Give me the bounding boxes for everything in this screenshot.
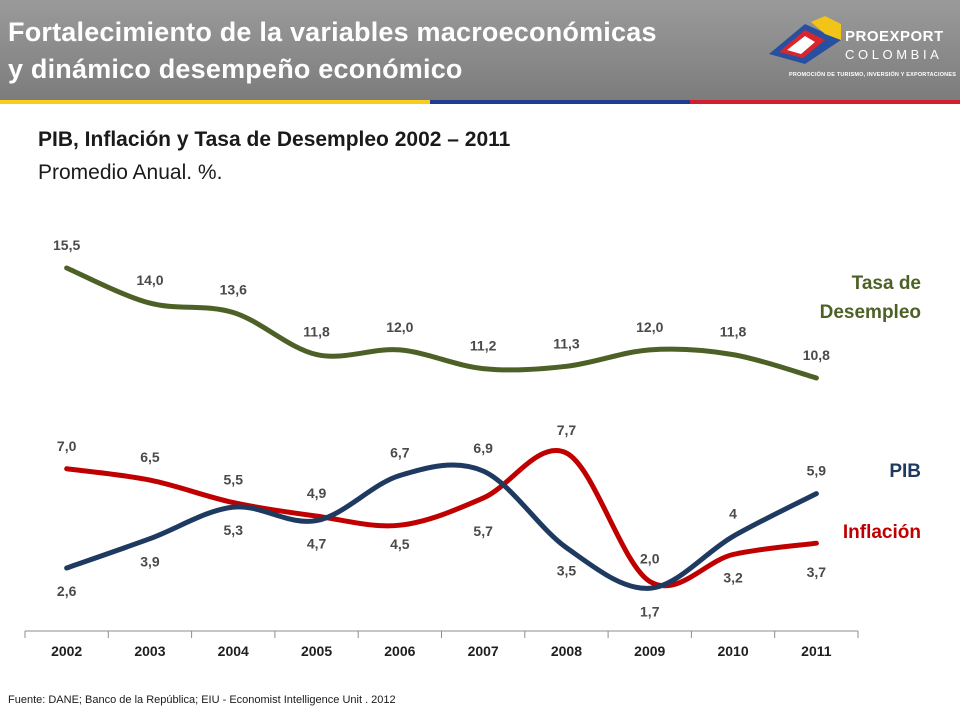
unemployment-label-2003: 14,0	[136, 272, 163, 288]
gdp-label-2010: 4	[729, 505, 737, 521]
inflation-label-2008: 7,7	[557, 422, 577, 438]
slide-title: Fortalecimiento de la variables macroeco…	[8, 14, 657, 88]
x-tick-label-2006: 2006	[384, 643, 415, 659]
x-tick-label-2005: 2005	[301, 643, 332, 659]
gdp-label-2004: 5,3	[224, 522, 244, 538]
inflation-label-2002: 7,0	[57, 438, 77, 454]
unemployment-point-2004	[231, 310, 235, 314]
header-stripe-yellow	[0, 100, 430, 104]
gdp-label-2008: 3,5	[557, 563, 577, 579]
gdp-point-2007	[481, 469, 485, 473]
gdp-point-2010	[731, 534, 735, 538]
gdp-label-2003: 3,9	[140, 554, 160, 570]
unemployment-point-2011	[814, 376, 818, 380]
unemployment-point-2003	[148, 301, 152, 305]
x-tick-label-2009: 2009	[634, 643, 665, 659]
unemployment-point-2009	[648, 348, 652, 352]
inflation-label-2009: 2,0	[640, 551, 660, 567]
inflation-label-2010: 3,2	[723, 570, 743, 586]
inflation-label-2006: 4,5	[390, 536, 410, 552]
inflation-point-2008	[564, 451, 568, 455]
unemployment-label-2009: 12,0	[636, 319, 663, 335]
gdp-label-2007: 6,9	[473, 440, 493, 456]
inflation-point-2010	[731, 552, 735, 556]
x-tick-label-2004: 2004	[218, 643, 249, 659]
unemployment-point-2010	[731, 353, 735, 357]
inflation-point-2007	[481, 496, 485, 500]
unemployment-label-2007: 11,2	[470, 338, 497, 354]
slide-title-line-1: Fortalecimiento de la variables macroeco…	[8, 17, 657, 47]
inflation-point-2002	[65, 467, 69, 471]
x-tick-label-2007: 2007	[468, 643, 499, 659]
slide-header: Fortalecimiento de la variables macroeco…	[0, 0, 960, 100]
unemployment-line	[64, 265, 819, 381]
unemployment-label-2004: 13,6	[220, 282, 247, 298]
unemployment-label-2006: 12,0	[386, 319, 413, 335]
unemployment-point-2008	[564, 364, 568, 368]
gdp-label-2006: 6,7	[390, 445, 410, 461]
x-tick-label-2003: 2003	[134, 643, 165, 659]
gdp-point-2002	[65, 566, 69, 570]
unemployment-label-2002: 15,5	[53, 237, 80, 253]
unemployment-point-2007	[481, 367, 485, 371]
source-note: Fuente: DANE; Banco de la República; EIU…	[8, 694, 396, 706]
gdp-line	[64, 462, 819, 591]
gdp-point-2005	[315, 519, 319, 523]
unemployment-label-2010: 11,8	[720, 324, 747, 340]
chart-subtitle: Promedio Anual. %.	[38, 161, 223, 184]
logo-name: PROEXPORT	[845, 28, 944, 45]
inflation-label-2007: 5,7	[473, 523, 493, 539]
slide-title-line-2: y dinámico desempeño económico	[8, 54, 463, 84]
unemployment-label-2008: 11,3	[553, 335, 580, 351]
inflation-line	[64, 448, 819, 589]
inflation-point-2006	[398, 523, 402, 527]
unemployment-point-2002	[65, 266, 69, 270]
proexport-logo: PROEXPORT COLOMBIA PROMOCIÓN DE TURISMO,…	[765, 14, 957, 94]
x-tick-label-2008: 2008	[551, 643, 582, 659]
x-tick-label-2011: 2011	[801, 643, 832, 659]
logo-tagline: PROMOCIÓN DE TURISMO, INVERSIÓN Y EXPORT…	[789, 72, 957, 78]
x-tick-label-2002: 2002	[51, 643, 82, 659]
gdp-label-2005: 4,7	[307, 536, 327, 552]
gdp-label-2002: 2,6	[57, 583, 77, 599]
inflation-point-2005	[315, 514, 319, 518]
gdp-point-2004	[231, 505, 235, 509]
logo-country: COLOMBIA	[845, 47, 943, 62]
chart-title: PIB, Inflación y Tasa de Desempleo 2002 …	[38, 128, 511, 151]
inflation-point-2009	[648, 580, 652, 584]
inflation-point-2011	[814, 541, 818, 545]
legend-unemployment-line-1: Tasa de	[852, 273, 921, 294]
gdp-point-2006	[398, 474, 402, 478]
unemployment-label-2011: 10,8	[803, 347, 830, 363]
logo-house-icon	[769, 16, 841, 64]
x-tick-label-2010: 2010	[717, 643, 748, 659]
gdp-point-2008	[564, 546, 568, 550]
legend-gdp: PIB	[889, 461, 921, 482]
gdp-point-2009	[648, 586, 652, 590]
unemployment-label-2005: 11,8	[303, 324, 330, 340]
inflation-point-2004	[231, 501, 235, 505]
header-stripe-blue	[430, 100, 690, 104]
inflation-label-2003: 6,5	[140, 449, 160, 465]
header-stripe-red	[690, 100, 960, 104]
inflation-label-2011: 3,7	[807, 564, 827, 580]
gdp-label-2011: 5,9	[807, 463, 827, 479]
inflation-label-2004: 5,5	[224, 472, 244, 488]
unemployment-point-2005	[315, 353, 319, 357]
inflation-point-2003	[148, 478, 152, 482]
legend-unemployment-line-2: Desempleo	[820, 302, 921, 323]
gdp-point-2003	[148, 537, 152, 541]
gdp-label-2009: 1,7	[640, 603, 660, 619]
inflation-label-2005: 4,9	[307, 485, 327, 501]
unemployment-point-2006	[398, 348, 402, 352]
gdp-point-2011	[814, 492, 818, 496]
legend-inflation: Inflación	[843, 522, 921, 543]
